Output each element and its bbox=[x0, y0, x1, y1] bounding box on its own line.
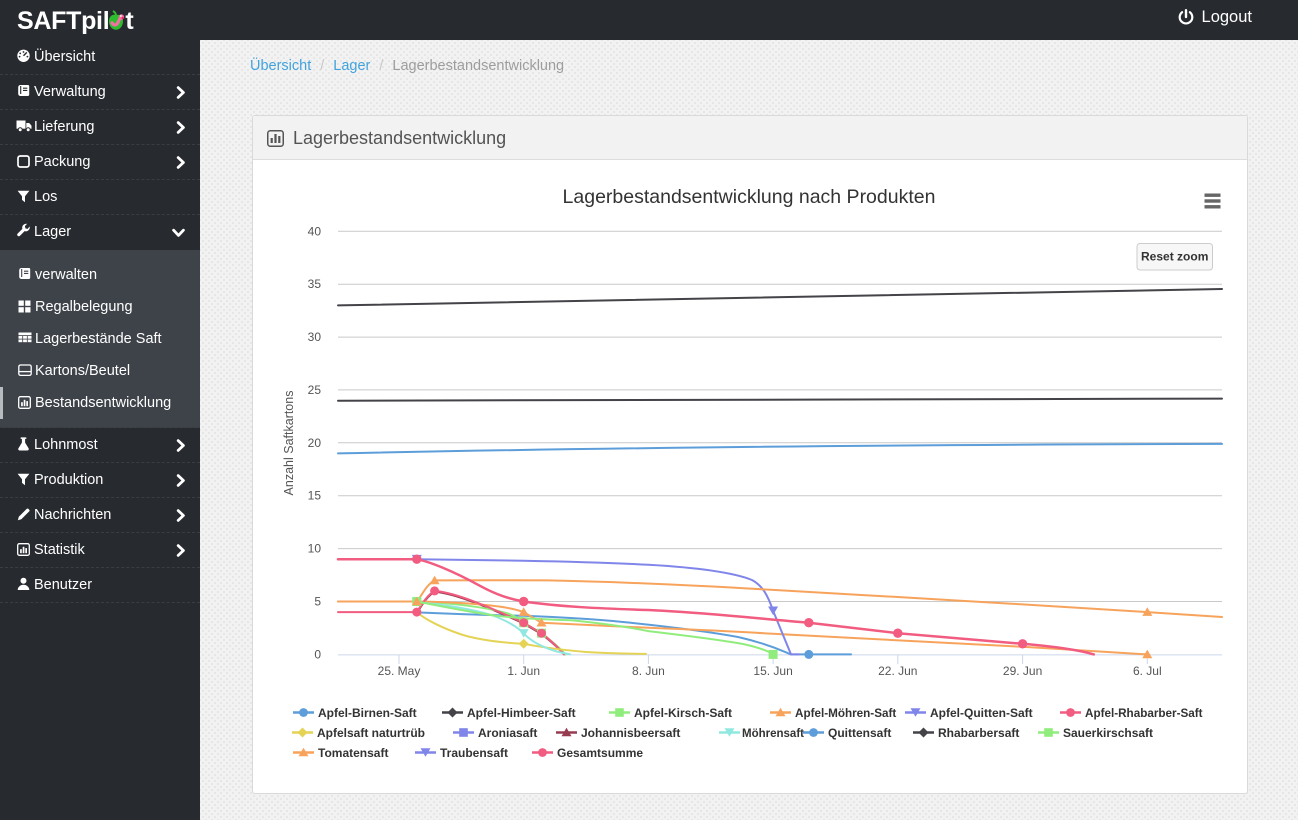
svg-text:1. Jun: 1. Jun bbox=[507, 664, 540, 678]
svg-text:8. Jun: 8. Jun bbox=[632, 664, 665, 678]
svg-text:Traubensaft: Traubensaft bbox=[440, 746, 508, 760]
svg-text:22. Jun: 22. Jun bbox=[878, 664, 917, 678]
svg-text:Apfelsaft naturtrüb: Apfelsaft naturtrüb bbox=[317, 726, 425, 740]
svg-text:Reset zoom: Reset zoom bbox=[1141, 250, 1208, 264]
svg-text:Johannisbeersaft: Johannisbeersaft bbox=[581, 726, 680, 740]
svg-text:25: 25 bbox=[308, 383, 322, 397]
svg-text:Lagerbestandsentwicklung nach: Lagerbestandsentwicklung nach Produkten bbox=[563, 186, 936, 208]
svg-text:Möhrensaft: Möhrensaft bbox=[742, 728, 804, 740]
svg-text:Rhabarbersaft: Rhabarbersaft bbox=[938, 726, 1019, 740]
svg-text:10: 10 bbox=[308, 542, 322, 556]
svg-text:Quittensaft: Quittensaft bbox=[828, 726, 891, 740]
svg-text:29. Jun: 29. Jun bbox=[1003, 664, 1042, 678]
svg-text:Apfel-Quitten-Saft: Apfel-Quitten-Saft bbox=[930, 706, 1033, 720]
svg-text:Gesamtsumme: Gesamtsumme bbox=[557, 746, 643, 760]
svg-text:Anzahl Saftkartons: Anzahl Saftkartons bbox=[282, 391, 296, 496]
svg-text:20: 20 bbox=[308, 436, 322, 450]
svg-text:35: 35 bbox=[308, 277, 322, 291]
svg-text:Apfel-Birnen-Saft: Apfel-Birnen-Saft bbox=[318, 706, 417, 720]
svg-text:30: 30 bbox=[308, 330, 322, 344]
svg-text:0: 0 bbox=[314, 647, 321, 661]
svg-text:Apfel-Kirsch-Saft: Apfel-Kirsch-Saft bbox=[634, 706, 732, 720]
svg-text:40: 40 bbox=[308, 224, 322, 238]
svg-text:Sauerkirschsaft: Sauerkirschsaft bbox=[1063, 726, 1153, 740]
svg-text:5: 5 bbox=[314, 595, 321, 609]
svg-text:Apfel-Rhabarber-Saft: Apfel-Rhabarber-Saft bbox=[1085, 707, 1203, 720]
svg-text:6. Jul: 6. Jul bbox=[1133, 664, 1162, 678]
svg-text:Aroniasaft: Aroniasaft bbox=[478, 726, 537, 740]
svg-text:Tomatensaft: Tomatensaft bbox=[318, 746, 388, 760]
svg-text:Apfel-Möhren-Saft: Apfel-Möhren-Saft bbox=[795, 707, 896, 720]
svg-text:15: 15 bbox=[308, 489, 322, 503]
svg-text:Apfel-Himbeer-Saft: Apfel-Himbeer-Saft bbox=[467, 706, 576, 720]
svg-text:15. Jun: 15. Jun bbox=[753, 664, 792, 678]
svg-text:25. May: 25. May bbox=[378, 664, 421, 678]
